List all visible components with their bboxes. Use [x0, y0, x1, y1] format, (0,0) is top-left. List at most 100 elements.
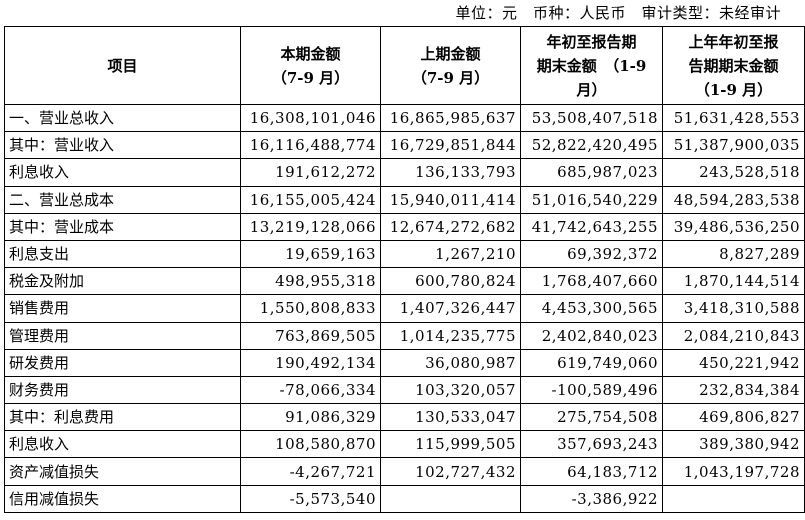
- row-value: 13,219,128,066: [240, 212, 381, 241]
- row-value: 69,392,372: [520, 239, 663, 269]
- table-row: 信用减值损失 -5,573,540 -3,386,922: [4, 484, 805, 513]
- row-value: 763,869,505: [240, 321, 381, 350]
- row-value: 36,080,987: [380, 348, 521, 377]
- table-row: 管理费用 763,869,505 1,014,235,775 2,402,840,02…: [4, 321, 805, 350]
- row-value: 190,492,134: [240, 348, 381, 377]
- row-value: [380, 484, 521, 513]
- header-ytd-prior: 上年年初至报 告期期末金额 （1-9 月）: [662, 26, 805, 105]
- row-label: 二、营业总成本: [4, 185, 241, 214]
- row-value: 19,659,163: [240, 239, 381, 269]
- row-label: 利息收入: [4, 158, 241, 187]
- row-value: -5,573,540: [240, 484, 381, 513]
- row-value: 357,693,243: [520, 430, 663, 459]
- row-value: 115,999,505: [380, 430, 521, 459]
- row-value: 39,486,536,250: [662, 212, 805, 241]
- row-label: 利息收入: [4, 430, 241, 459]
- row-value: 16,155,005,424: [240, 185, 381, 214]
- row-value: -4,267,721: [240, 457, 381, 486]
- row-value: -78,066,334: [240, 375, 381, 405]
- row-value: 232,834,384: [662, 375, 805, 405]
- row-value: 1,043,197,728: [662, 457, 805, 486]
- row-value: 1,870,144,514: [662, 267, 805, 296]
- row-value: 1,550,808,833: [240, 294, 381, 323]
- row-label: 管理费用: [4, 321, 241, 350]
- row-value: 136,133,793: [380, 158, 521, 187]
- row-value: 16,308,101,046: [240, 103, 381, 133]
- row-label: 其中：营业成本: [4, 212, 241, 241]
- row-label: 其中：利息费用: [4, 403, 241, 432]
- table-row: 资产减值损失 -4,267,721 102,727,432 64,183,712 1,0…: [4, 457, 805, 486]
- row-value: 102,727,432: [380, 457, 521, 486]
- row-value: 2,084,210,843: [662, 321, 805, 350]
- row-value: 1,267,210: [380, 239, 521, 269]
- row-value: 108,580,870: [240, 430, 381, 459]
- row-value: 685,987,023: [520, 158, 663, 187]
- row-label: 研发费用: [4, 348, 241, 377]
- table-row: 研发费用 190,492,134 36,080,987 619,749,060 450,…: [4, 348, 805, 377]
- row-value: 64,183,712: [520, 457, 663, 486]
- table-row: 一、营业总收入 16,308,101,046 16,865,985,637 53,50…: [4, 103, 805, 133]
- table-row: 利息收入 108,580,870 115,999,505 357,693,243 389…: [4, 430, 805, 459]
- table-row: 销售费用 1,550,808,833 1,407,326,447 4,453,300,…: [4, 294, 805, 323]
- table-row: 二、营业总成本 16,155,005,424 15,940,011,414 51,01…: [4, 185, 805, 214]
- row-value: 16,116,488,774: [240, 131, 381, 160]
- row-value: 51,631,428,553: [662, 103, 805, 133]
- row-value: -3,386,922: [520, 484, 663, 513]
- row-value: 51,387,900,035: [662, 131, 805, 160]
- unit-currency-audit-line: 单位：元 币种：人民币 审计类型：未经审计: [455, 4, 781, 22]
- row-value: 1,014,235,775: [380, 321, 521, 350]
- row-value: 103,320,057: [380, 375, 521, 405]
- row-value: 48,594,283,538: [662, 185, 805, 214]
- table-row: 利息收入 191,612,272 136,133,793 685,987,023 243…: [4, 158, 805, 187]
- row-value: 243,528,518: [662, 158, 805, 187]
- row-value: 498,955,318: [240, 267, 381, 296]
- row-label: 利息支出: [4, 239, 241, 269]
- row-value: -100,589,496: [520, 375, 663, 405]
- table-body: 一、营业总收入 16,308,101,046 16,865,985,637 53,50…: [4, 103, 805, 513]
- row-value: 12,674,272,682: [380, 212, 521, 241]
- row-label: 财务费用: [4, 375, 241, 405]
- header-item: 项目: [4, 26, 241, 105]
- row-label: 销售费用: [4, 294, 241, 323]
- header-row: 项目 本期金额 （7-9 月） 上期金额 （7-9 月） 年初至报告期 期末金额…: [4, 26, 805, 105]
- row-value: 53,508,407,518: [520, 103, 663, 133]
- row-value: 1,768,407,660: [520, 267, 663, 296]
- row-value: 4,453,300,565: [520, 294, 663, 323]
- row-label: 信用减值损失: [4, 484, 241, 513]
- row-label: 一、营业总收入: [4, 103, 241, 133]
- row-value: 16,865,985,637: [380, 103, 521, 133]
- table-row: 其中：利息费用 91,086,329 130,533,047 275,754,508 4…: [4, 403, 805, 432]
- row-value: 600,780,824: [380, 267, 521, 296]
- table-row: 其中：营业收入 16,116,488,774 16,729,851,844 52,82…: [4, 131, 805, 160]
- table-header: 项目 本期金额 （7-9 月） 上期金额 （7-9 月） 年初至报告期 期末金额…: [4, 26, 805, 105]
- header-current-period: 本期金额 （7-9 月）: [240, 26, 381, 105]
- row-value: 3,418,310,588: [662, 294, 805, 323]
- row-value: 2,402,840,023: [520, 321, 663, 350]
- row-value: 91,086,329: [240, 403, 381, 432]
- table-row: 财务费用 -78,066,334 103,320,057 -100,589,496 23…: [4, 375, 805, 405]
- row-value: 8,827,289: [662, 239, 805, 269]
- row-value: 275,754,508: [520, 403, 663, 432]
- row-value: 619,749,060: [520, 348, 663, 377]
- row-value: 1,407,326,447: [380, 294, 521, 323]
- row-value: 191,612,272: [240, 158, 381, 187]
- row-value: 51,016,540,229: [520, 185, 663, 214]
- row-value: 130,533,047: [380, 403, 521, 432]
- row-value: 389,380,942: [662, 430, 805, 459]
- row-label: 税金及附加: [4, 267, 241, 296]
- row-label: 其中：营业收入: [4, 131, 241, 160]
- table-row: 其中：营业成本 13,219,128,066 12,674,272,682 41,74…: [4, 212, 805, 241]
- table-row: 税金及附加 498,955,318 600,780,824 1,768,407,660…: [4, 267, 805, 296]
- row-value: 450,221,942: [662, 348, 805, 377]
- row-value: 15,940,011,414: [380, 185, 521, 214]
- row-label: 资产减值损失: [4, 457, 241, 486]
- header-ytd-current: 年初至报告期 期末金额 （1-9 月）: [520, 26, 663, 105]
- row-value: 41,742,643,255: [520, 212, 663, 241]
- table-row: 利息支出 19,659,163 1,267,210 69,392,372 8,827,2…: [4, 239, 805, 269]
- header-prior-period: 上期金额 （7-9 月）: [380, 26, 521, 105]
- row-value: 52,822,420,495: [520, 131, 663, 160]
- row-value: [662, 484, 805, 513]
- row-value: 16,729,851,844: [380, 131, 521, 160]
- income-statement-table: 项目 本期金额 （7-9 月） 上期金额 （7-9 月） 年初至报告期 期末金额…: [4, 26, 805, 513]
- row-value: 469,806,827: [662, 403, 805, 432]
